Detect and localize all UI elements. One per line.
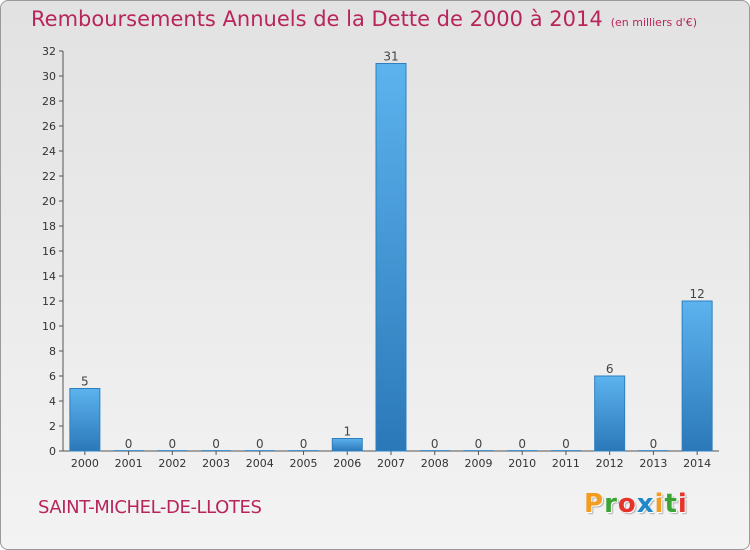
logo-letter: o [617,489,637,519]
data-label-2008: 0 [431,437,439,451]
bar-2011 [550,450,581,451]
y-tick-label: 10 [42,320,56,333]
y-tick-label: 2 [49,420,56,433]
bar-2008 [419,450,450,451]
y-tick-label: 32 [42,45,56,58]
x-tick-label: 2009 [464,457,492,470]
bar-2007 [375,63,407,452]
bar-2003 [201,450,232,451]
data-label-2005: 0 [300,437,308,451]
logo-letter: i [654,489,665,519]
x-tick-label: 2007 [377,457,405,470]
x-tick-label: 2008 [421,457,449,470]
y-tick-label: 30 [42,70,56,83]
bar-2014 [681,300,713,452]
x-tick-label: 2010 [508,457,536,470]
commune-name: SAINT-MICHEL-DE-LLOTES [38,497,262,518]
bar-2000 [69,388,101,452]
bar-2004 [244,450,275,451]
x-tick-label: 2014 [683,457,711,470]
x-tick-label: 2000 [71,457,99,470]
bar-2005 [288,450,319,451]
bar-2009 [463,450,494,451]
bar-2010 [507,450,538,451]
data-label-2004: 0 [256,437,264,451]
data-label-2012: 6 [606,362,614,376]
y-tick-label: 14 [42,270,56,283]
data-label-2006: 1 [343,425,351,439]
data-label-2010: 0 [518,437,526,451]
chart-title: Remboursements Annuels de la Dette de 20… [31,7,603,31]
x-tick-label: 2001 [115,457,143,470]
bar-2001 [113,450,144,451]
bar-2002 [157,450,188,451]
proxiti-logo: Proxiti [584,489,688,519]
logo-letter: P [584,489,605,519]
bar-2006 [331,438,363,452]
data-label-2009: 0 [475,437,483,451]
data-label-2001: 0 [125,437,133,451]
y-tick-label: 4 [49,395,56,408]
bar-2012 [594,375,626,452]
x-tick-label: 2005 [290,457,318,470]
x-tick-label: 2011 [552,457,580,470]
logo-letter: i [677,489,688,519]
y-tick-label: 18 [42,220,56,233]
data-label-2011: 0 [562,437,570,451]
y-tick-label: 0 [49,445,56,458]
y-tick-label: 6 [49,370,56,383]
y-tick-label: 24 [42,145,56,158]
y-tick-label: 20 [42,195,56,208]
y-tick-label: 12 [42,295,56,308]
chart-title-block: Remboursements Annuels de la Dette de 20… [31,7,697,31]
logo-letter: t [664,489,678,519]
logo-letter: r [604,489,618,519]
x-tick-label: 2006 [333,457,361,470]
logo-letter: x [636,489,655,519]
x-tick-label: 2004 [246,457,274,470]
y-tick-label: 22 [42,170,56,183]
bar-2013 [638,450,669,451]
data-label-2007: 31 [383,50,398,64]
y-tick-label: 26 [42,120,56,133]
data-label-2013: 0 [650,437,658,451]
data-label-2000: 5 [81,375,89,389]
x-tick-label: 2003 [202,457,230,470]
y-tick-label: 28 [42,95,56,108]
data-label-2003: 0 [212,437,220,451]
x-tick-label: 2002 [158,457,186,470]
x-tick-label: 2012 [596,457,624,470]
y-tick-label: 8 [49,345,56,358]
data-label-2002: 0 [169,437,177,451]
x-tick-label: 2013 [639,457,667,470]
data-label-2014: 12 [689,287,704,301]
y-tick-label: 16 [42,245,56,258]
chart-unit-note: (en milliers d'€) [610,16,697,29]
